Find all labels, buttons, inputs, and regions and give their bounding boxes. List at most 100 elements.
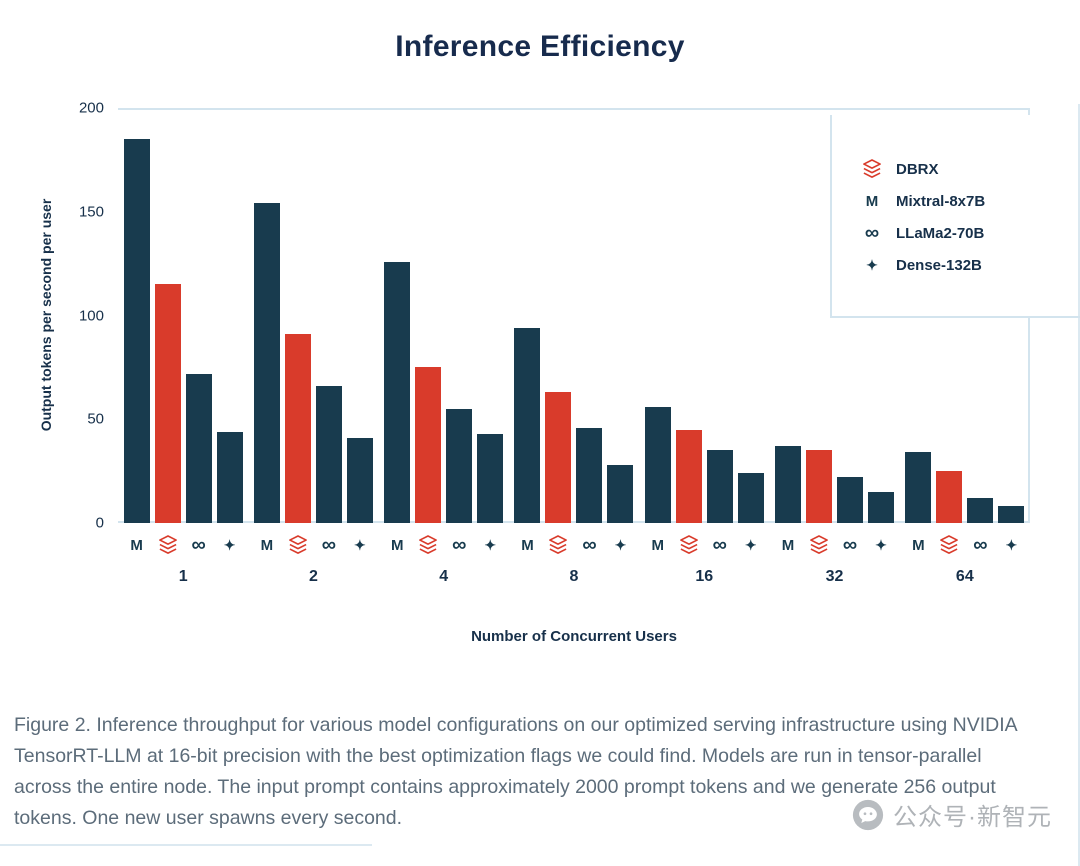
y-tick-label: 50 <box>87 410 104 428</box>
page-bottom-border <box>0 844 372 846</box>
bar-llama2-70b <box>315 386 342 523</box>
bar-dbrx <box>675 429 702 523</box>
figure-caption: Figure 2. Inference throughput for vario… <box>14 713 1017 830</box>
bar-group <box>639 108 769 523</box>
x-tick-icons: M ∞ ✦ <box>900 533 1030 557</box>
llama-icon: ∞ <box>582 534 597 556</box>
x-axis-icons: M ∞ ✦ M ∞ ✦ M ∞ ✦ M ∞ ✦ M ∞ ✦ M ∞ ✦ M ∞ ✦ <box>118 533 1030 557</box>
dbrx-icon <box>806 533 832 557</box>
bar-mixtral-8x7b <box>253 203 280 523</box>
dbrx-icon <box>155 533 181 557</box>
bar-dbrx <box>806 450 833 523</box>
x-tick-icons: M ∞ ✦ <box>769 533 899 557</box>
bar-dense-132b <box>998 506 1025 523</box>
page-right-border <box>1078 104 1080 866</box>
bar-llama2-70b <box>706 450 733 523</box>
mixtral-icon: M <box>865 192 879 210</box>
llama-icon: ∞ <box>321 534 337 556</box>
y-axis: 0 50 100 150 200 <box>52 100 104 532</box>
bar-mixtral-8x7b <box>775 446 802 523</box>
bar-dense-132b <box>346 437 373 523</box>
bar-llama2-70b <box>837 477 864 523</box>
bar-dense-132b <box>477 433 504 523</box>
watermark-text: 公众号·新智元 <box>893 804 1052 831</box>
bar-dbrx <box>154 284 181 523</box>
llama-icon: ∞ <box>712 534 727 556</box>
bar-dbrx <box>545 392 572 523</box>
legend-item-label: LLaMa2-70B <box>896 224 985 242</box>
bar-group <box>118 108 248 523</box>
bar-llama2-70b <box>967 498 994 523</box>
y-tick-label: 100 <box>78 307 104 324</box>
bar-group <box>248 108 378 523</box>
y-tick-label: 0 <box>95 514 104 532</box>
y-tick-label: 200 <box>78 99 104 117</box>
x-tick-icons: M ∞ ✦ <box>248 533 378 557</box>
llama-icon: ∞ <box>973 534 988 556</box>
bar-dense-132b <box>737 473 764 523</box>
llama-icon: ∞ <box>864 222 880 244</box>
chart-title: Inference Efficiency <box>395 30 685 63</box>
x-tick-icons: M ∞ ✦ <box>639 533 769 557</box>
x-category-label: 2 <box>308 568 318 585</box>
dense-icon: ✦ <box>484 537 497 553</box>
legend-item: DBRX <box>859 159 1080 179</box>
x-category-label: 1 <box>178 568 188 585</box>
dense-icon: ✦ <box>354 537 366 553</box>
x-tick-icons: M ∞ ✦ <box>379 533 509 557</box>
bar-dense-132b <box>607 464 634 523</box>
legend-item: ✦ Dense-132B <box>859 255 1080 275</box>
llama-icon: ∞ <box>842 534 858 556</box>
bar-group <box>900 108 1030 523</box>
mixtral-icon: M <box>912 536 925 554</box>
legend-item-label: Mixtral-8x7B <box>896 192 986 210</box>
bar-dbrx <box>284 334 311 523</box>
mixtral-icon: M <box>521 536 534 554</box>
bar-mixtral-8x7b <box>644 406 671 523</box>
mixtral-icon: M <box>130 536 143 554</box>
legend: DBRX M Mixtral-8x7B ∞ LLaMa2-70B ✦ Dense-132B <box>830 115 1080 318</box>
wechat-icon <box>852 799 884 831</box>
mixtral-icon: M <box>781 536 795 554</box>
mixtral-icon: M <box>260 536 274 554</box>
x-category-label: 64 <box>955 568 974 585</box>
bar-group <box>379 108 509 523</box>
dense-icon: ✦ <box>1005 537 1018 553</box>
bar-llama2-70b <box>446 408 473 523</box>
x-tick-icons: M ∞ ✦ <box>509 533 639 557</box>
x-axis-label: Number of Concurrent Users <box>471 628 677 645</box>
bar-groups <box>118 108 1030 523</box>
bar-group <box>769 108 899 523</box>
bar-mixtral-8x7b <box>514 327 541 523</box>
bar-dense-132b <box>216 431 243 523</box>
dense-icon: ✦ <box>744 537 757 553</box>
bar-mixtral-8x7b <box>123 139 150 523</box>
dense-icon: ✦ <box>866 257 878 273</box>
x-category-label: 8 <box>569 568 579 585</box>
mixtral-icon: M <box>390 536 404 554</box>
bar-dbrx <box>415 367 442 523</box>
bar-dbrx <box>936 471 963 523</box>
bar-group <box>509 108 639 523</box>
bar-mixtral-8x7b <box>384 261 411 523</box>
x-tick-icons: M ∞ ✦ <box>118 533 248 557</box>
x-axis-categories: 1 2 4 8 16 32 64 <box>118 568 1030 586</box>
bar-llama2-70b <box>185 373 212 523</box>
dbrx-icon <box>936 533 962 557</box>
bar-mixtral-8x7b <box>905 452 932 523</box>
llama-icon: ∞ <box>452 534 467 556</box>
dbrx-icon <box>545 533 571 557</box>
watermark: 公众号·新智元 <box>852 797 1052 832</box>
x-category-label: 16 <box>695 568 714 585</box>
dbrx-icon <box>415 533 441 557</box>
legend-item: ∞ LLaMa2-70B <box>859 223 1080 243</box>
mixtral-icon: M <box>651 536 665 554</box>
dense-icon: ✦ <box>223 537 236 553</box>
dbrx-icon <box>859 157 885 181</box>
dbrx-icon <box>285 533 311 557</box>
dense-icon: ✦ <box>875 537 887 553</box>
bar-dense-132b <box>868 491 895 523</box>
x-category-label: 4 <box>439 568 449 585</box>
legend-item: M Mixtral-8x7B <box>859 191 1080 211</box>
dense-icon: ✦ <box>614 537 627 553</box>
